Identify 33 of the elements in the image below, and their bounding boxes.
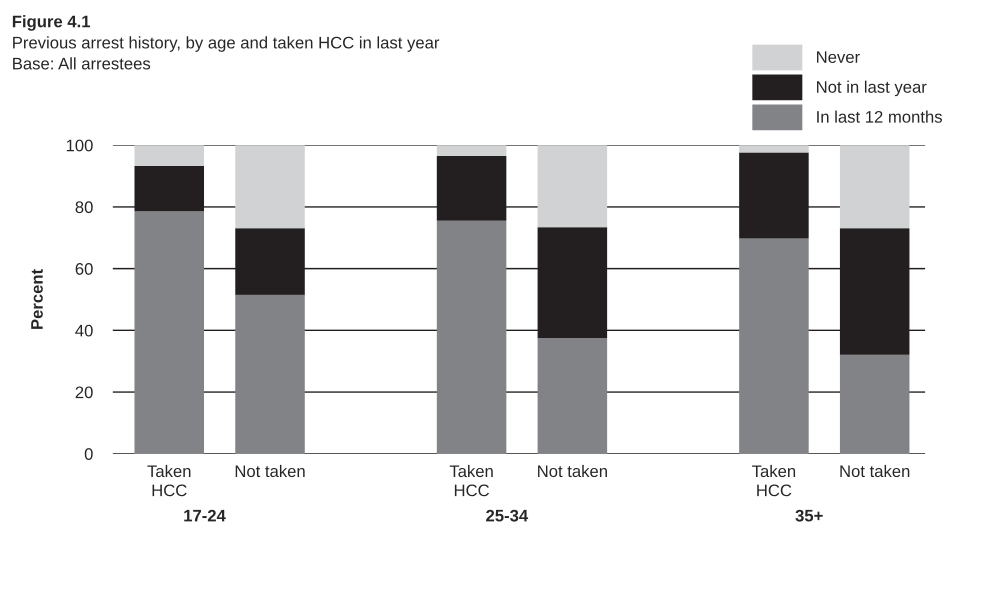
bar [134,211,204,454]
bar [235,145,305,228]
bar [538,338,608,454]
bar [538,145,608,228]
bar [739,238,809,454]
x-tick-label: Taken HCC [147,464,190,496]
bar [840,145,910,228]
text: 25-34 [486,510,528,522]
text: 35+ [795,510,823,522]
bar [436,145,506,156]
legend-label: Never [817,51,860,63]
x-tick-label: Taken HCC [450,464,493,496]
bar [739,145,809,153]
y-tick-label: 60 [76,263,93,275]
bar [436,220,506,454]
text: 17-24 [184,510,226,522]
y-tick-label: 20 [76,386,93,398]
chart-title: Figure 4.1 [12,15,90,31]
chart-subtitle: Previous arrest history, by age and taken HCC in last year Base: All arrestees [13,36,440,70]
y-tick-label: 100 [66,140,93,152]
y-tick-label: 80 [76,201,93,214]
x-tick-label: Not taken [236,464,305,478]
x-tick-label: Not taken [538,464,607,478]
x-tick-label: Taken HCC [752,464,796,496]
y-tick-label: 40 [75,324,93,337]
bar [134,145,204,166]
y-axis-title: Percent [31,269,43,329]
bar [235,294,305,454]
x-tick-label: Not taken [840,464,910,478]
bar [840,354,910,454]
legend-label: Not in last year [817,80,927,96]
legend-label: In last 12 months [817,110,942,123]
y-tick-label: 0 [84,448,93,460]
